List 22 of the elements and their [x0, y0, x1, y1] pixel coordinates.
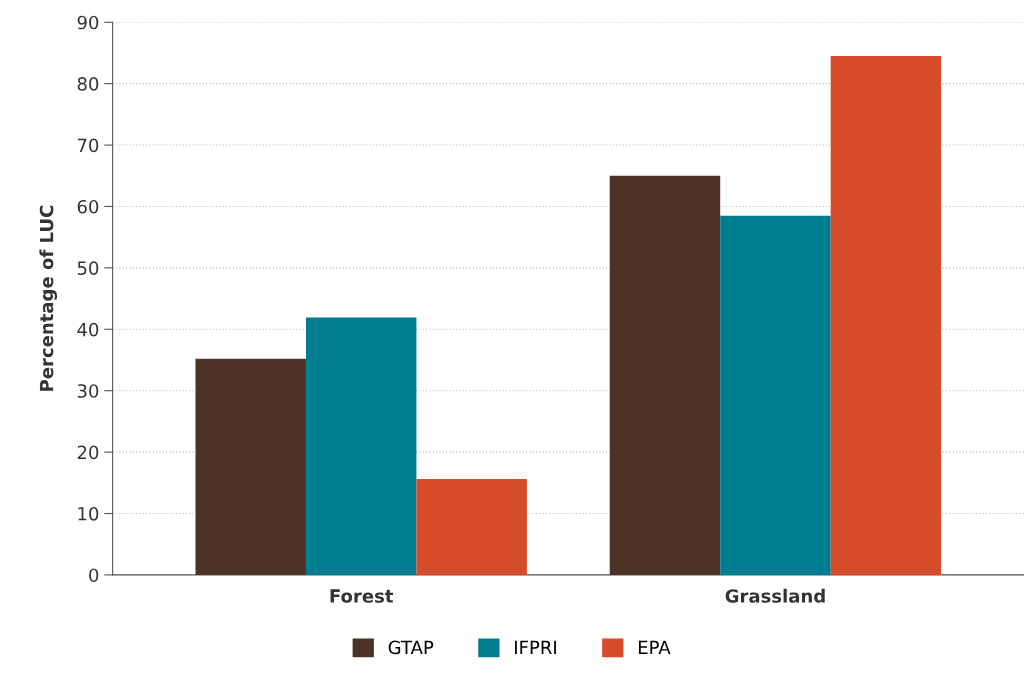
y-tick-label: 40 — [77, 322, 99, 337]
y-tick-label: 50 — [77, 261, 99, 275]
bar — [195, 358, 306, 575]
bar — [609, 175, 721, 575]
y-axis-title: Percentage of LUC — [39, 205, 58, 391]
y-tick-label: 90 — [77, 15, 99, 30]
legend-label: EPA — [638, 640, 671, 654]
legend-label: IFPRI — [515, 640, 556, 654]
y-tick-label: 60 — [77, 199, 99, 214]
bar — [830, 56, 942, 575]
legend-label: GTAP — [388, 640, 434, 655]
x-tick-label: Forest — [330, 589, 394, 603]
y-tick-label: 80 — [77, 77, 99, 91]
y-tick-label: 20 — [77, 445, 99, 460]
bar — [305, 317, 417, 575]
y-tick-label: 70 — [77, 138, 99, 153]
x-tick-label: Grassland — [725, 588, 825, 603]
y-tick-label: 10 — [78, 506, 99, 521]
y-tick-label: 30 — [77, 384, 99, 398]
bar — [416, 479, 527, 575]
y-tick-label: 0 — [89, 568, 99, 583]
bar — [720, 215, 831, 575]
